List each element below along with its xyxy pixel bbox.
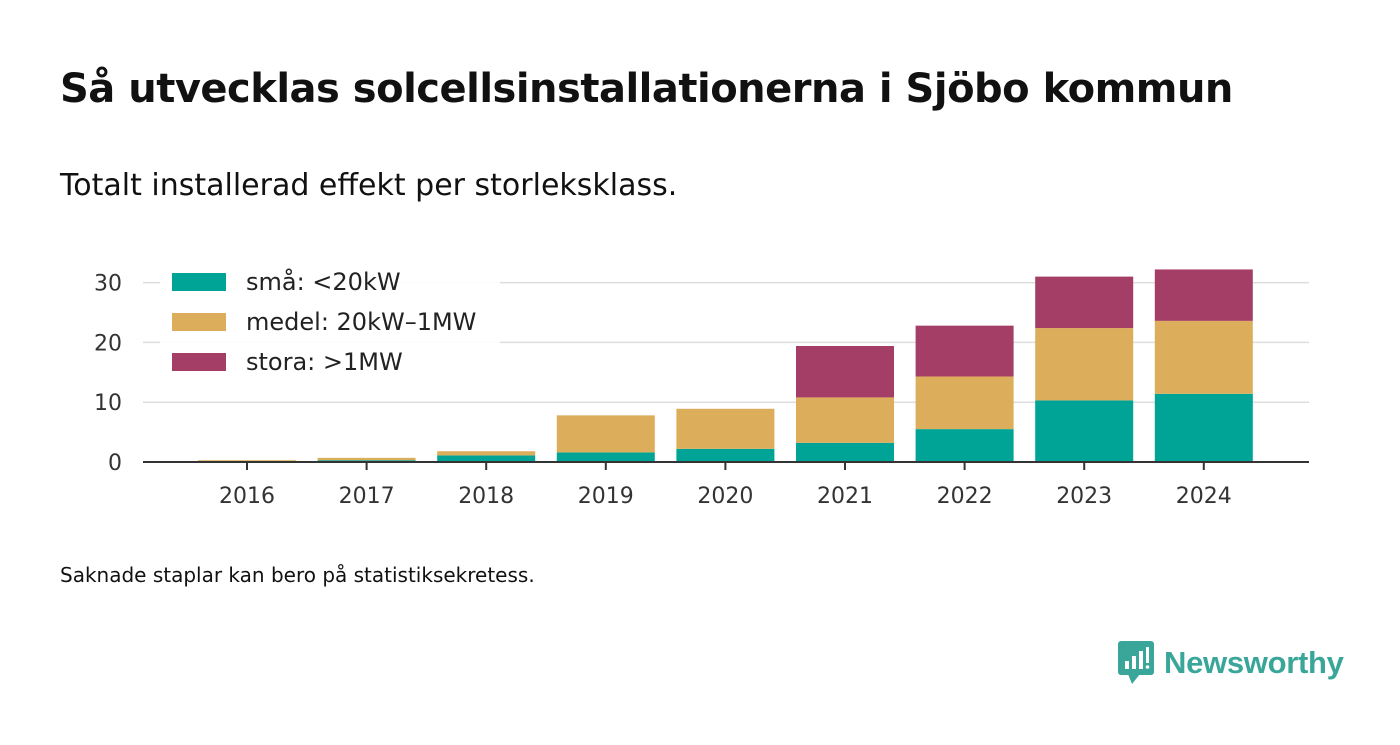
bar-segment-2024-s0	[1154, 393, 1253, 462]
bars	[198, 269, 1253, 462]
bar-segment-2022-s0	[915, 429, 1014, 462]
bar-segment-2021-s2	[796, 345, 894, 398]
legend-swatch	[172, 273, 226, 291]
y-tick-label: 0	[108, 451, 122, 476]
legend-label: små: <20kW	[246, 267, 401, 296]
bar-segment-2023-s2	[1035, 276, 1134, 329]
legend-swatch	[172, 313, 226, 331]
x-tick-label: 2024	[1176, 484, 1232, 509]
footnote: Saknade staplar kan bero på statistiksek…	[60, 563, 535, 587]
x-axis-ticks: 2016 2017 2018 2019 2020 2021 2022 2023 2024	[219, 462, 1232, 509]
bar-segment-2017-s1	[317, 457, 416, 461]
bar-segment-2019-s1	[556, 415, 655, 453]
x-tick-label: 2016	[219, 484, 275, 509]
bar-segment-2020-s0	[676, 448, 775, 462]
stacked-bar-chart: 0 10 20 30 2016 2017 2018 2019 2020 2021 2022 2023…	[94, 264, 1309, 509]
legend-label: medel: 20kW–1MW	[246, 308, 476, 336]
bar-segment-2016-s1	[198, 460, 296, 462]
x-tick-label: 2017	[339, 484, 395, 509]
x-tick-label: 2022	[937, 484, 993, 509]
y-tick-label: 20	[94, 331, 122, 356]
x-tick-label: 2023	[1056, 484, 1112, 509]
bar-segment-2018-s0	[437, 455, 536, 462]
legend: små: <20kW medel: 20kW–1MW stora: >1MW	[160, 264, 500, 384]
bar-segment-2020-s1	[676, 408, 775, 449]
legend-swatch	[172, 353, 226, 371]
x-tick-label: 2021	[817, 484, 873, 509]
brand-logo: Newsworthy	[1118, 641, 1344, 685]
newsworthy-logo-icon	[1118, 641, 1154, 684]
bar-segment-2024-s2	[1154, 269, 1253, 321]
bar-segment-2022-s2	[915, 325, 1014, 377]
bar-segment-2019-s0	[556, 452, 655, 462]
x-tick-label: 2020	[697, 484, 753, 509]
bar-segment-2023-s1	[1035, 328, 1134, 401]
bar-segment-2023-s0	[1035, 400, 1134, 462]
chart-title: Så utvecklas solcellsinstallationerna i …	[60, 66, 1233, 112]
legend-label: stora: >1MW	[246, 348, 403, 376]
bar-segment-2018-s1	[437, 451, 536, 456]
y-tick-label: 30	[94, 272, 122, 297]
brand-name: Newsworthy	[1164, 645, 1344, 680]
chart-subtitle: Totalt installerad effekt per storlekskl…	[60, 168, 678, 203]
x-tick-label: 2018	[458, 484, 514, 509]
y-axis-labels: 0 10 20 30	[94, 272, 122, 476]
x-tick-label: 2019	[578, 484, 634, 509]
y-tick-label: 10	[94, 391, 122, 416]
bar-segment-2024-s1	[1154, 320, 1253, 394]
bar-segment-2021-s0	[796, 442, 894, 462]
bar-segment-2021-s1	[796, 397, 894, 443]
bar-segment-2022-s1	[915, 376, 1014, 430]
